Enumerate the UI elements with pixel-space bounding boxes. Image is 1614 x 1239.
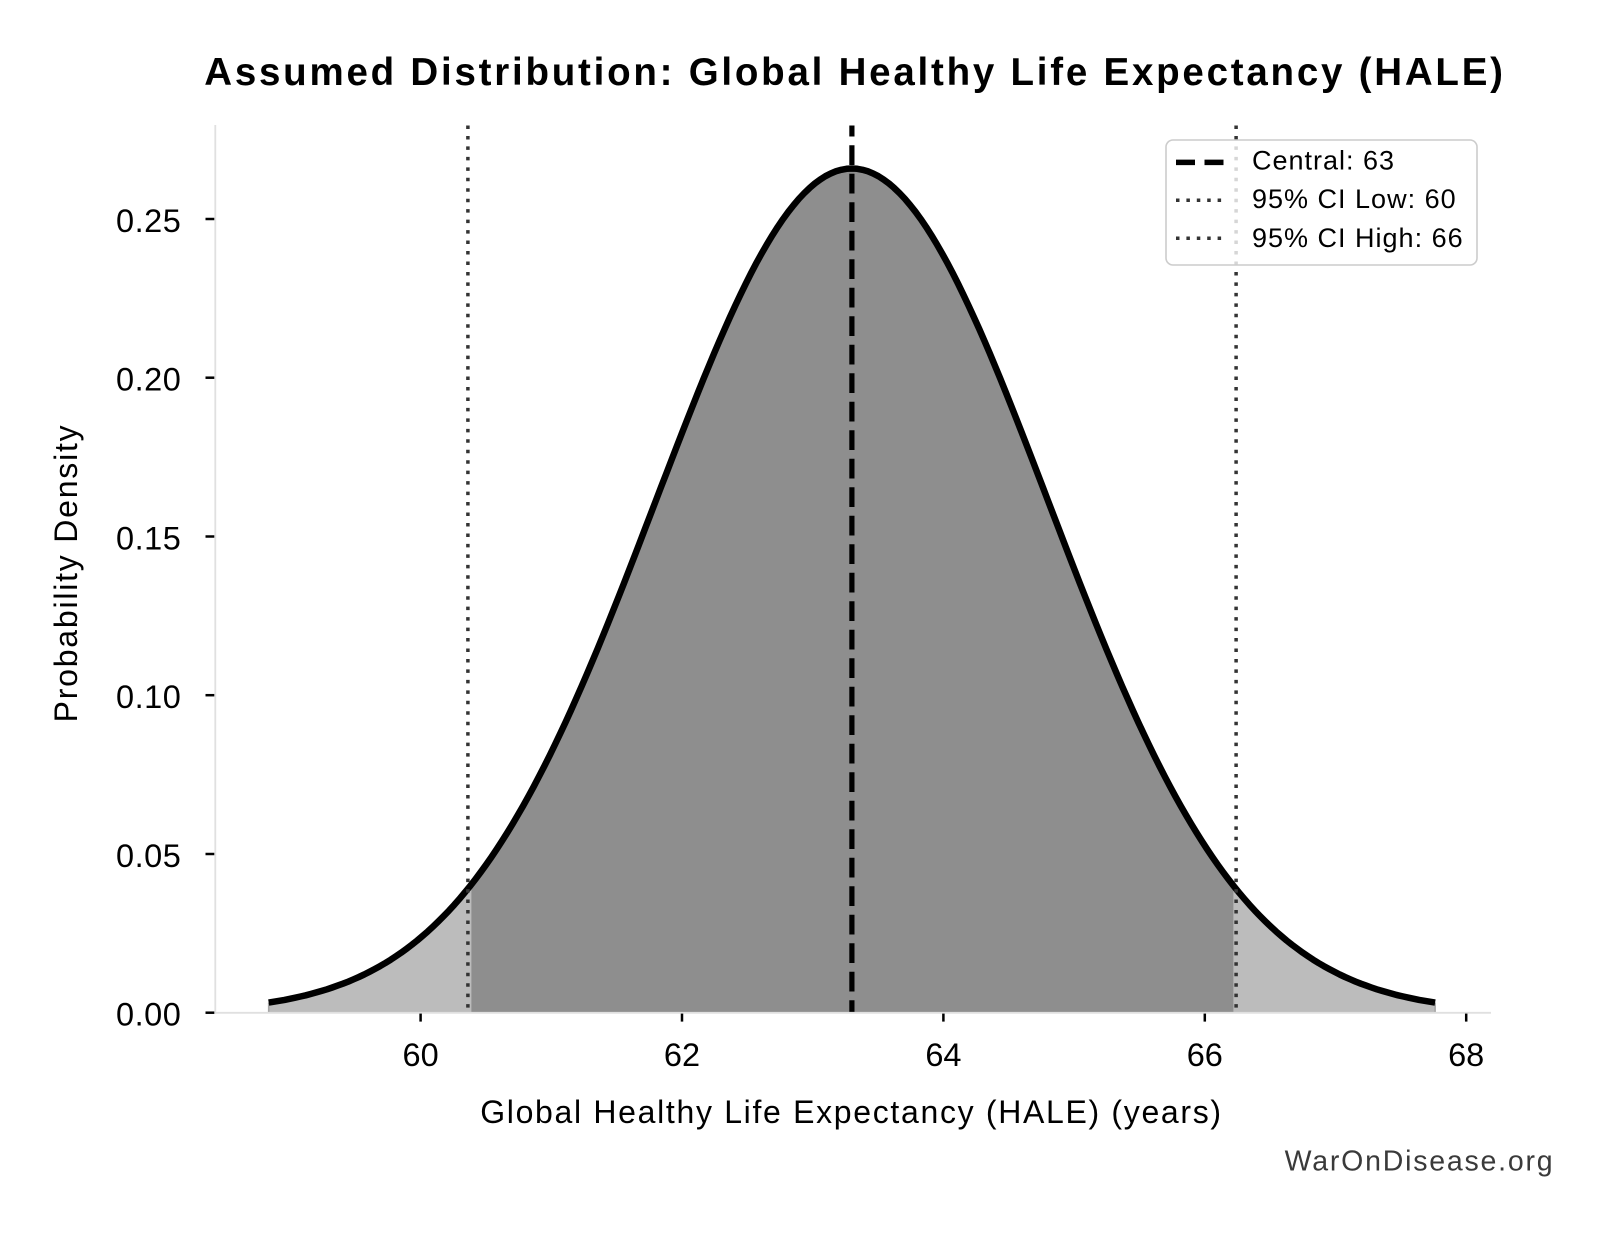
svg-text:0.25: 0.25 (116, 203, 181, 239)
svg-text:64: 64 (925, 1037, 961, 1073)
svg-text:60: 60 (403, 1037, 439, 1073)
svg-text:0.10: 0.10 (116, 679, 181, 715)
svg-text:95% CI High: 66: 95% CI High: 66 (1252, 223, 1464, 253)
svg-text:Probability Density: Probability Density (48, 424, 84, 723)
svg-text:0.00: 0.00 (116, 997, 181, 1033)
svg-text:WarOnDisease.org: WarOnDisease.org (1285, 1145, 1555, 1177)
svg-text:68: 68 (1448, 1037, 1484, 1073)
svg-text:0.05: 0.05 (116, 838, 181, 874)
svg-text:95% CI Low: 60: 95% CI Low: 60 (1252, 184, 1457, 214)
svg-text:66: 66 (1187, 1037, 1223, 1073)
svg-text:0.15: 0.15 (116, 521, 181, 557)
svg-text:0.20: 0.20 (116, 362, 181, 398)
svg-text:Global Healthy Life Expectancy: Global Healthy Life Expectancy (HALE) (y… (480, 1094, 1223, 1130)
svg-text:Central: 63: Central: 63 (1252, 146, 1395, 176)
svg-text:62: 62 (664, 1037, 700, 1073)
svg-text:Assumed Distribution: Global H: Assumed Distribution: Global Healthy Lif… (204, 51, 1506, 94)
